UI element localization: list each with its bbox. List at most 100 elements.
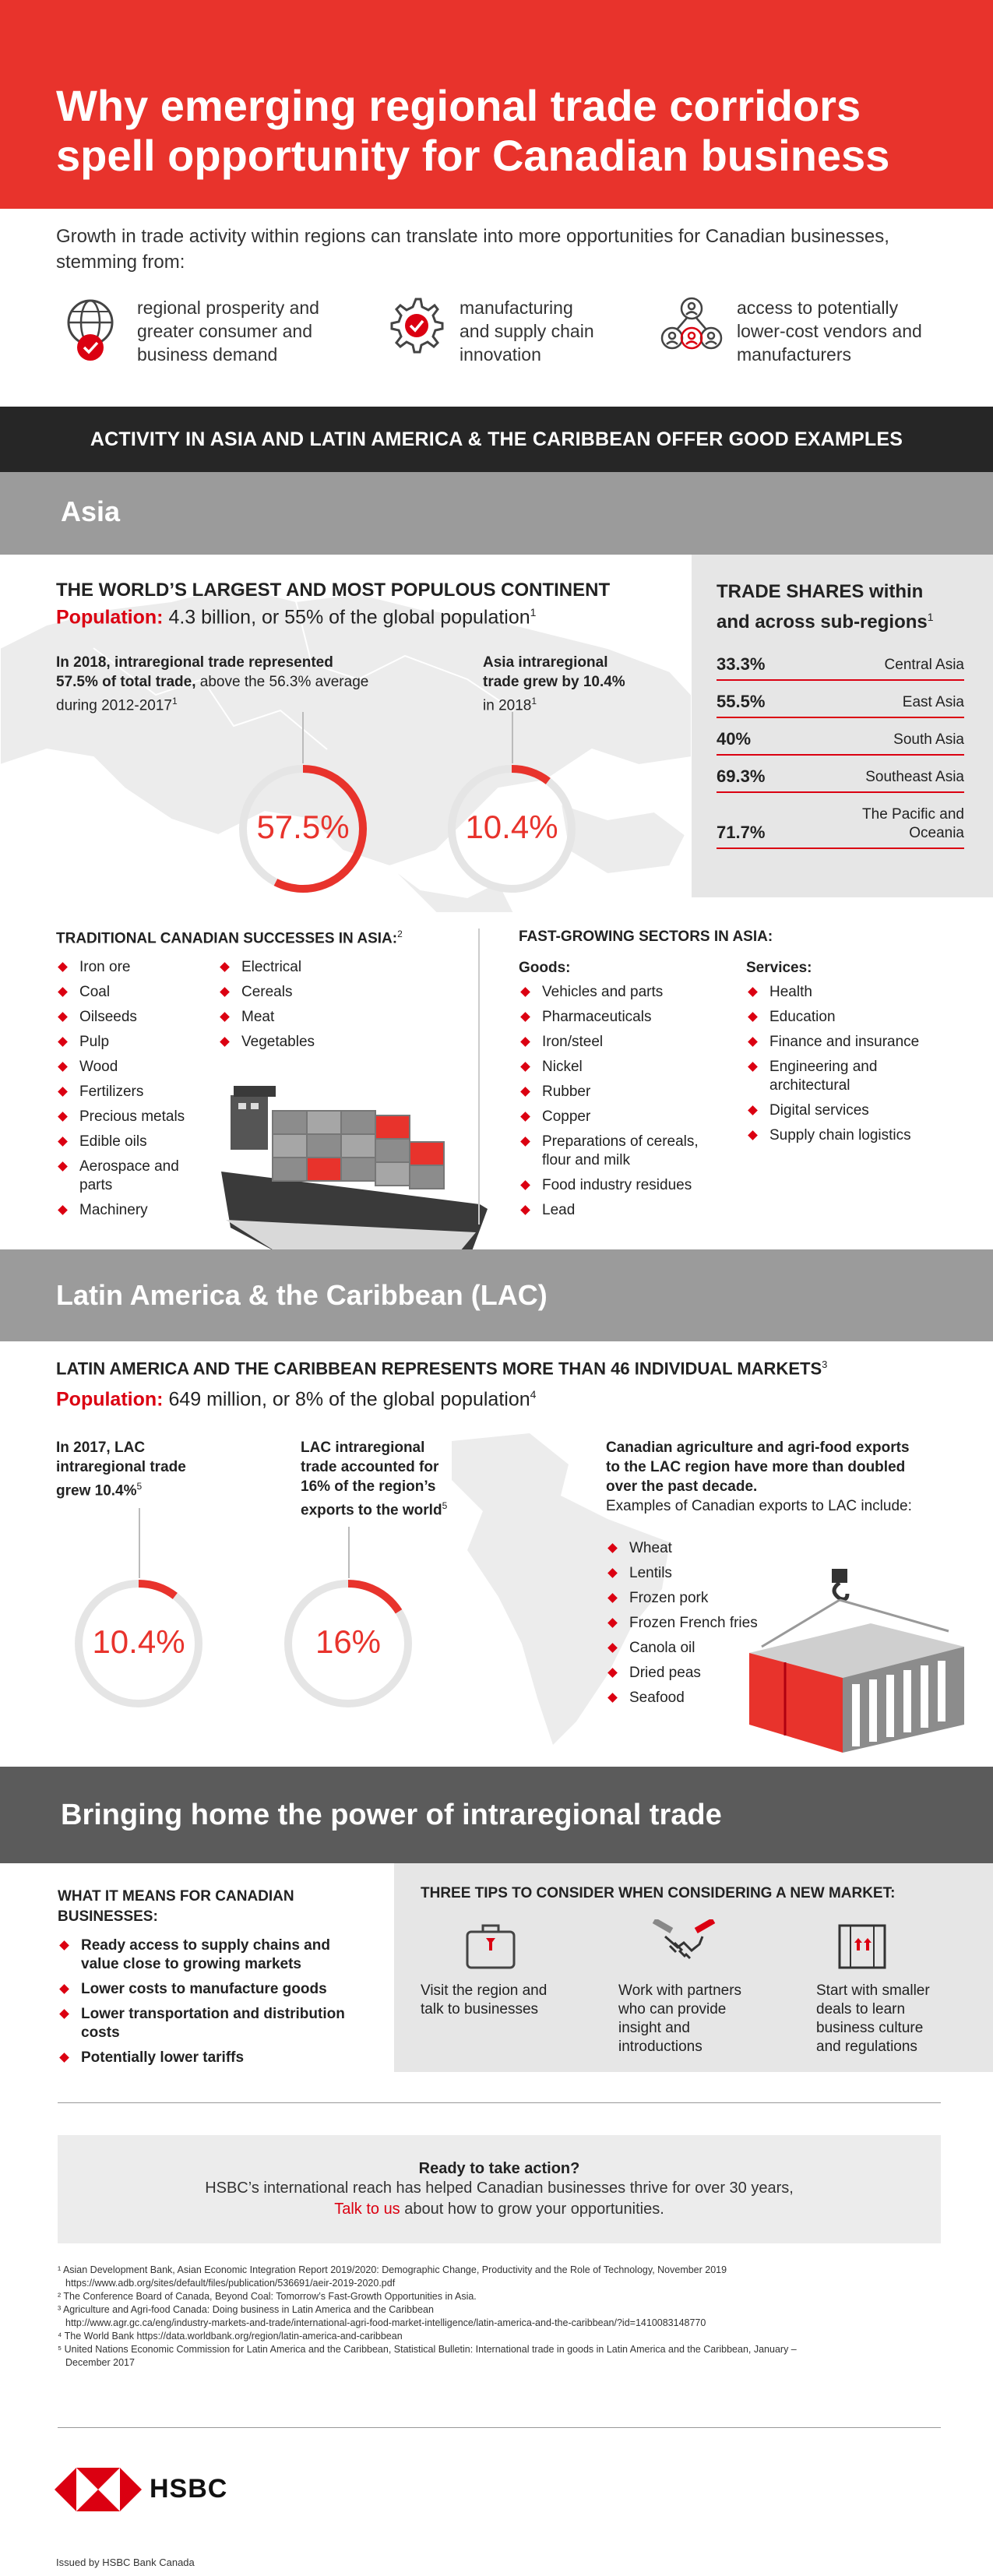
gear-check-icon [390,298,444,354]
lac-stat-share: LAC intraregional trade accounted for 16% … [301,1440,448,1519]
trade-row: 55.5% East Asia [717,687,964,718]
list-item: Potentially lower tariffs [59,2049,371,2067]
handshake-icon [652,1919,716,1960]
list-item: Lower costs to manufacture goods [59,1980,371,1999]
cta-title: Ready to take action? [418,2160,580,2177]
list-item: Seafood [607,1689,794,1707]
asia-stat-growth: Asia intraregional trade grew by 10.4% i… [483,654,625,714]
list-item: Engineering and architectural [748,1058,950,1095]
list-item: Ready access to supply chains and value … [59,1936,371,1974]
column-divider [478,929,480,1225]
connector-line [302,712,304,763]
agri-exports-text: Canadian agriculture and agri-food expor… [606,1440,912,1514]
benefit-manufacturing: manufacturing and supply chain innovation [386,294,594,372]
hsbc-wordmark: HSBC [150,2474,228,2504]
list-item: Precious metals [58,1108,213,1126]
list-item: Machinery [58,1201,213,1220]
list-item: Meat [220,1008,352,1027]
tip-visit: Visit the region and talk to businesses [421,1982,548,2017]
goods-label: Goods: [519,960,571,976]
asia-map [0,555,692,913]
list-item: Wheat [607,1539,794,1558]
list-item: Edible oils [58,1133,213,1151]
list-item: Frozen French fries [607,1614,794,1633]
tip-partners: Work with partners who can provide insight… [618,1982,742,2055]
list-item: Nickel [520,1058,731,1077]
asia-growth-donut [448,765,576,893]
list-item: Pharmaceuticals [520,1008,731,1027]
footnote-line: ⁵ United Nations Economic Commission for… [58,2344,797,2355]
list-item: Education [748,1008,950,1027]
activity-band: ACTIVITY IN ASIA AND LATIN AMERICA & THE… [0,407,993,472]
talk-to-us-link[interactable]: Talk to us [334,2201,400,2218]
divider [58,2102,941,2103]
footnote-line: https://www.adb.org/sites/default/files/… [65,2278,396,2289]
cta-text: HSBC’s international reach has helped Ca… [205,2180,794,2197]
list-item: Cereals [220,983,352,1002]
connector-line [139,1508,140,1578]
list-item: Iron/steel [520,1033,731,1052]
asia-population: Population: 4.3 billion, or 55% of the g… [56,606,537,629]
footnote-line: December 2017 [65,2357,135,2368]
asia-band: Asia [0,472,993,555]
footnote-line: ³ Agriculture and Agri-food Canada: Doin… [58,2304,434,2315]
trade-row: 40% South Asia [717,724,964,756]
list-item: Lead [520,1201,731,1220]
list-item: Aerospace and parts [58,1158,213,1195]
list-item: Lentils [607,1564,794,1583]
trade-row: 71.7% The Pacific and Oceania [717,799,964,849]
suitcase-icon [466,1924,516,1969]
cta-text-2: Talk to us about how to grow your opport… [334,2201,664,2218]
means-title: WHAT IT MEANS FOR CANADIAN BUSINESSES: [58,1888,294,1925]
donut-arc [284,1580,412,1707]
list-item: Oilseeds [58,1008,213,1027]
footnote-line: ¹ Asian Development Bank, Asian Economic… [58,2264,727,2275]
container-illustration [749,1569,964,1753]
lac-heading: LATIN AMERICA AND THE CARIBBEAN REPRESEN… [56,1358,828,1379]
page-title: Why emerging regional trade corridors spe… [56,81,890,180]
tip-smaller-deals: Start with smaller deals to learn business… [816,1982,930,2055]
trade-row: 69.3% Southeast Asia [717,762,964,793]
lac-band: Latin America & the Caribbean (LAC) [0,1249,993,1341]
asia-heading: THE WORLD’S LARGEST AND MOST POPULOUS CO… [56,580,611,601]
trade-shares-panel: TRADE SHARES within and across sub-region… [692,555,993,897]
cargo-ship-illustration [221,1086,488,1267]
hsbc-hexagon-logo [55,2468,142,2511]
donut-arc [75,1580,202,1707]
footnote-line: ² The Conference Board of Canada, Beyond… [58,2291,477,2302]
divider [58,2427,941,2428]
asia-stat-share: In 2018, intraregional trade represented… [56,654,369,714]
services-list: Health Education Finance and insurance E… [748,983,950,1151]
people-network-icon [660,297,723,350]
asia-growth-value: 10.4% [465,809,558,845]
footnote-line: http://www.agr.gc.ca/eng/industry-market… [65,2317,706,2328]
donut-arc [239,765,367,893]
list-item: Rubber [520,1083,731,1101]
lac-growth-value: 10.4% [92,1623,185,1660]
list-item: Wood [58,1058,213,1077]
list-item: Lower transportation and distribution co… [59,2005,371,2042]
list-item: Electrical [220,958,352,977]
list-item: Pulp [58,1033,213,1052]
asia-share-value: 57.5% [256,809,350,845]
list-item: Finance and insurance [748,1033,950,1052]
cta-box: Ready to take action? HSBC’s internation… [58,2135,941,2243]
goods-list: Vehicles and parts Pharmaceuticals Iron/… [520,983,731,1226]
bringing-home-band: Bringing home the power of intraregional… [0,1767,993,1863]
connector-line [348,1527,350,1578]
list-item: Canola oil [607,1639,794,1658]
traditional-list-1: Iron ore Coal Oilseeds Pulp Wood Fertili… [58,958,213,1226]
list-item: Supply chain logistics [748,1126,950,1145]
asia-share-donut [239,765,367,893]
lac-share-value: 16% [315,1623,382,1660]
lac-population: Population: 649 million, or 8% of the gl… [56,1388,537,1411]
tips-panel: THREE TIPS TO CONSIDER WHEN CONSIDERING … [394,1863,993,2072]
services-label: Services: [746,960,812,976]
trade-row: 33.3% Central Asia [717,650,964,681]
benefit-regional-prosperity: regional prosperity and greater consumer … [62,294,319,372]
asia-band-label: Asia [61,495,121,527]
list-item: Copper [520,1108,731,1126]
lac-band-label: Latin America & the Caribbean (LAC) [56,1279,548,1311]
intro-text: Growth in trade activity within regions … [56,226,889,273]
list-item: Food industry residues [520,1176,731,1195]
